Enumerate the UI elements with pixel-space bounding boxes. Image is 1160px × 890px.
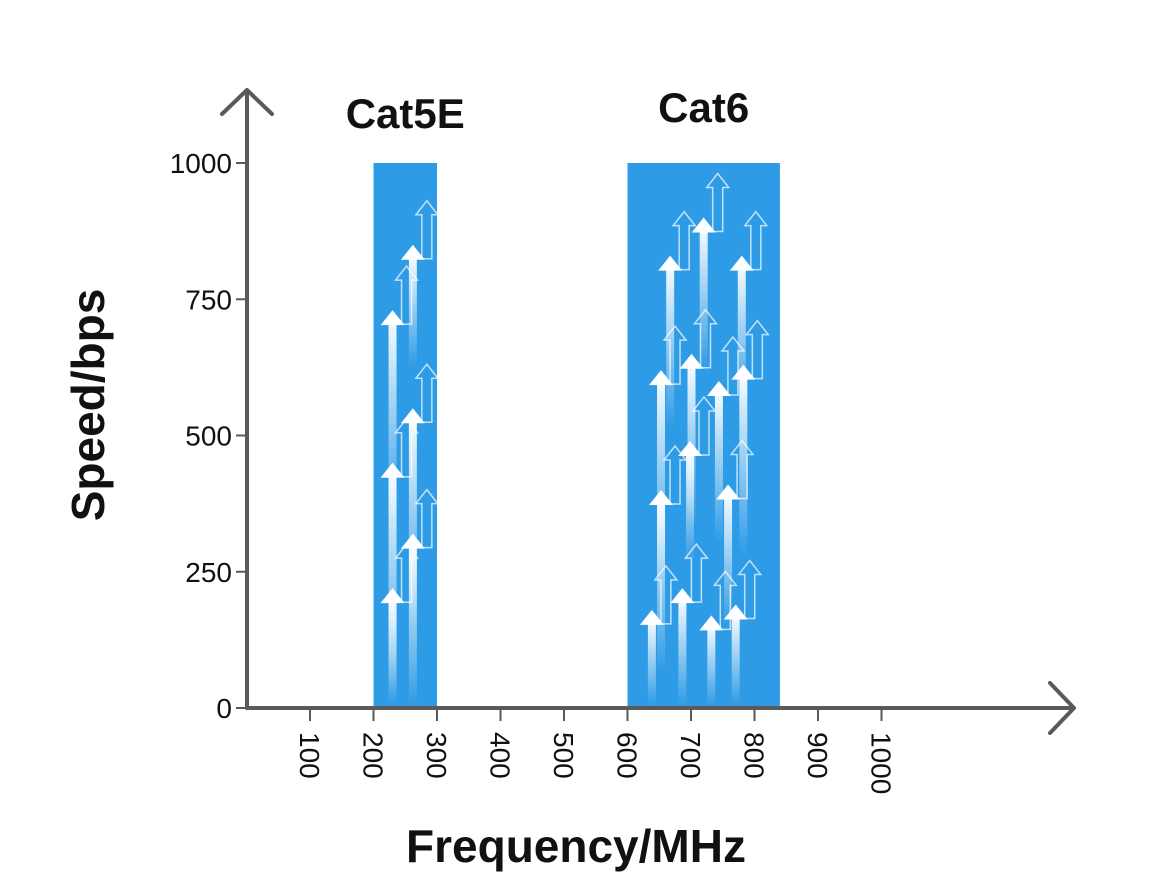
- upward-arrow-icon: [729, 210, 769, 408]
- x-axis-arrowhead: [1048, 681, 1076, 735]
- y-tick-label: 750: [185, 284, 232, 315]
- x-tick-label: 500: [548, 732, 579, 779]
- x-tick-label: 1000: [866, 732, 897, 794]
- frequency-bands: Cat5E Cat6: [346, 84, 780, 708]
- upward-arrow-icon: [731, 319, 770, 557]
- y-axis-arrowhead: [220, 88, 274, 116]
- y-tick-label: 1000: [170, 148, 232, 179]
- band-cat5e: [373, 163, 437, 708]
- x-tick-label: 200: [358, 732, 389, 779]
- x-tick-label: 800: [739, 732, 770, 779]
- x-tick-label: 600: [612, 732, 643, 779]
- band-label-cat6: Cat6: [658, 84, 749, 131]
- x-tick-label: 400: [485, 732, 516, 779]
- y-axis-title: Speed/bps: [62, 289, 114, 522]
- upward-arrow-icon: [723, 559, 763, 706]
- x-tick-label: 700: [675, 732, 706, 779]
- upward-arrow-icon: [691, 172, 731, 370]
- upward-arrow-icon: [400, 199, 440, 367]
- y-tick-label: 250: [185, 557, 232, 588]
- x-axis-ticks: 100 200 300 400 500 600 700 800 900 1000: [294, 708, 897, 794]
- y-axis-ticks: 0 250 500 750 1000: [170, 148, 247, 724]
- band-label-cat5e: Cat5E: [346, 90, 465, 137]
- x-tick-label: 900: [802, 732, 833, 779]
- x-tick-label: 300: [421, 732, 452, 779]
- y-tick-label: 500: [185, 421, 232, 452]
- upward-arrow-icon: [658, 210, 697, 428]
- upward-arrow-icon: [400, 488, 440, 706]
- upward-arrow-icon: [699, 570, 738, 706]
- x-tick-label: 100: [294, 732, 325, 779]
- x-axis-title: Frequency/MHz: [406, 820, 746, 872]
- upward-arrow-icon: [400, 363, 440, 621]
- y-tick-label: 0: [216, 693, 232, 724]
